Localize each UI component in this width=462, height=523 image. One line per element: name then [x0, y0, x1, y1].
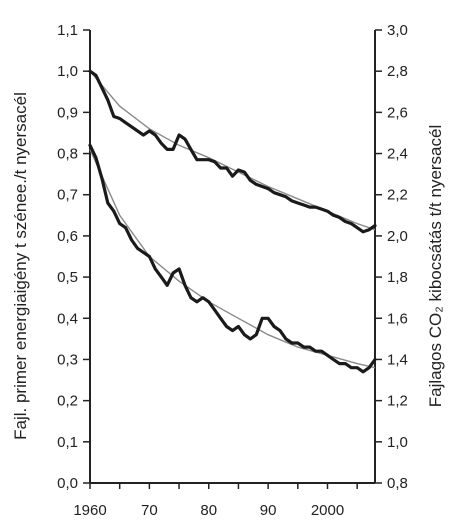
left-axis-tick-label: 1,1: [57, 22, 78, 39]
energy-trend-line: [89, 149, 376, 369]
left-axis-tick-label: 0,8: [57, 146, 78, 163]
axes-group: [89, 30, 376, 484]
right-axis-tick-label: 1,0: [387, 434, 408, 451]
x-axis-tick-label: 80: [200, 502, 217, 519]
energy-series-line: [88, 143, 377, 374]
x-axis-tick-label: 90: [260, 502, 277, 519]
left-axis-tick-label: 1,0: [57, 63, 78, 80]
left-axis-tick-label: 0,6: [57, 228, 78, 245]
right-axis-tick-label: 1,8: [387, 269, 408, 286]
right-axis-tick-label: 0,8: [387, 475, 408, 492]
series-lines: [88, 69, 377, 374]
left-axis-tick-label: 0,0: [57, 475, 78, 492]
right-axis-tick-label: 1,6: [387, 310, 408, 327]
left-axis-tick-label: 0,7: [57, 187, 78, 204]
left-axis-tick-label: 0,9: [57, 104, 78, 121]
left-axis-ticks: 0,0 0,1 0,2 0,3 0,4 0,5 0,6 0,7 0,8 0,9 1,0 1,1: [57, 22, 90, 492]
left-axis-tick-label: 0,2: [57, 393, 78, 410]
x-axis-ticks: 1960 70 80 90 2000: [73, 483, 358, 519]
co2-series-line: [88, 69, 377, 234]
trend-lines: [89, 70, 376, 369]
right-axis-tick-label: 2,0: [387, 228, 408, 245]
right-axis-ticks: 0,8 1,0 1,2 1,4 1,6 1,8 2,0 2,2 2,4 2,6 2,8 3,0: [375, 22, 408, 492]
right-axis-tick-label: 2,6: [387, 104, 408, 121]
left-axis-tick-label: 0,3: [57, 351, 78, 368]
right-axis-tick-label: 1,4: [387, 351, 408, 368]
x-axis-tick-label: 70: [141, 502, 158, 519]
co2-trend-line: [89, 70, 376, 231]
right-axis-tick-label: 2,4: [387, 146, 408, 163]
x-axis-tick-label: 2000: [311, 502, 344, 519]
right-axis-tick-label: 2,2: [387, 187, 408, 204]
right-axis-tick-label: 1,2: [387, 393, 408, 410]
left-axis-tick-label: 0,1: [57, 434, 78, 451]
right-axis-tick-label: 3,0: [387, 22, 408, 39]
left-axis-tick-label: 0,5: [57, 269, 78, 286]
left-axis-title: Fajl. primer energiaigény t szénee./t ny…: [11, 92, 30, 440]
right-axis-title: Fajlagos CO₂ kibocsátás t/t nyersacél: [426, 125, 445, 408]
left-axis-tick-label: 0,4: [57, 310, 78, 327]
x-axis-tick-label: 1960: [73, 502, 106, 519]
right-axis-tick-label: 2,8: [387, 63, 408, 80]
